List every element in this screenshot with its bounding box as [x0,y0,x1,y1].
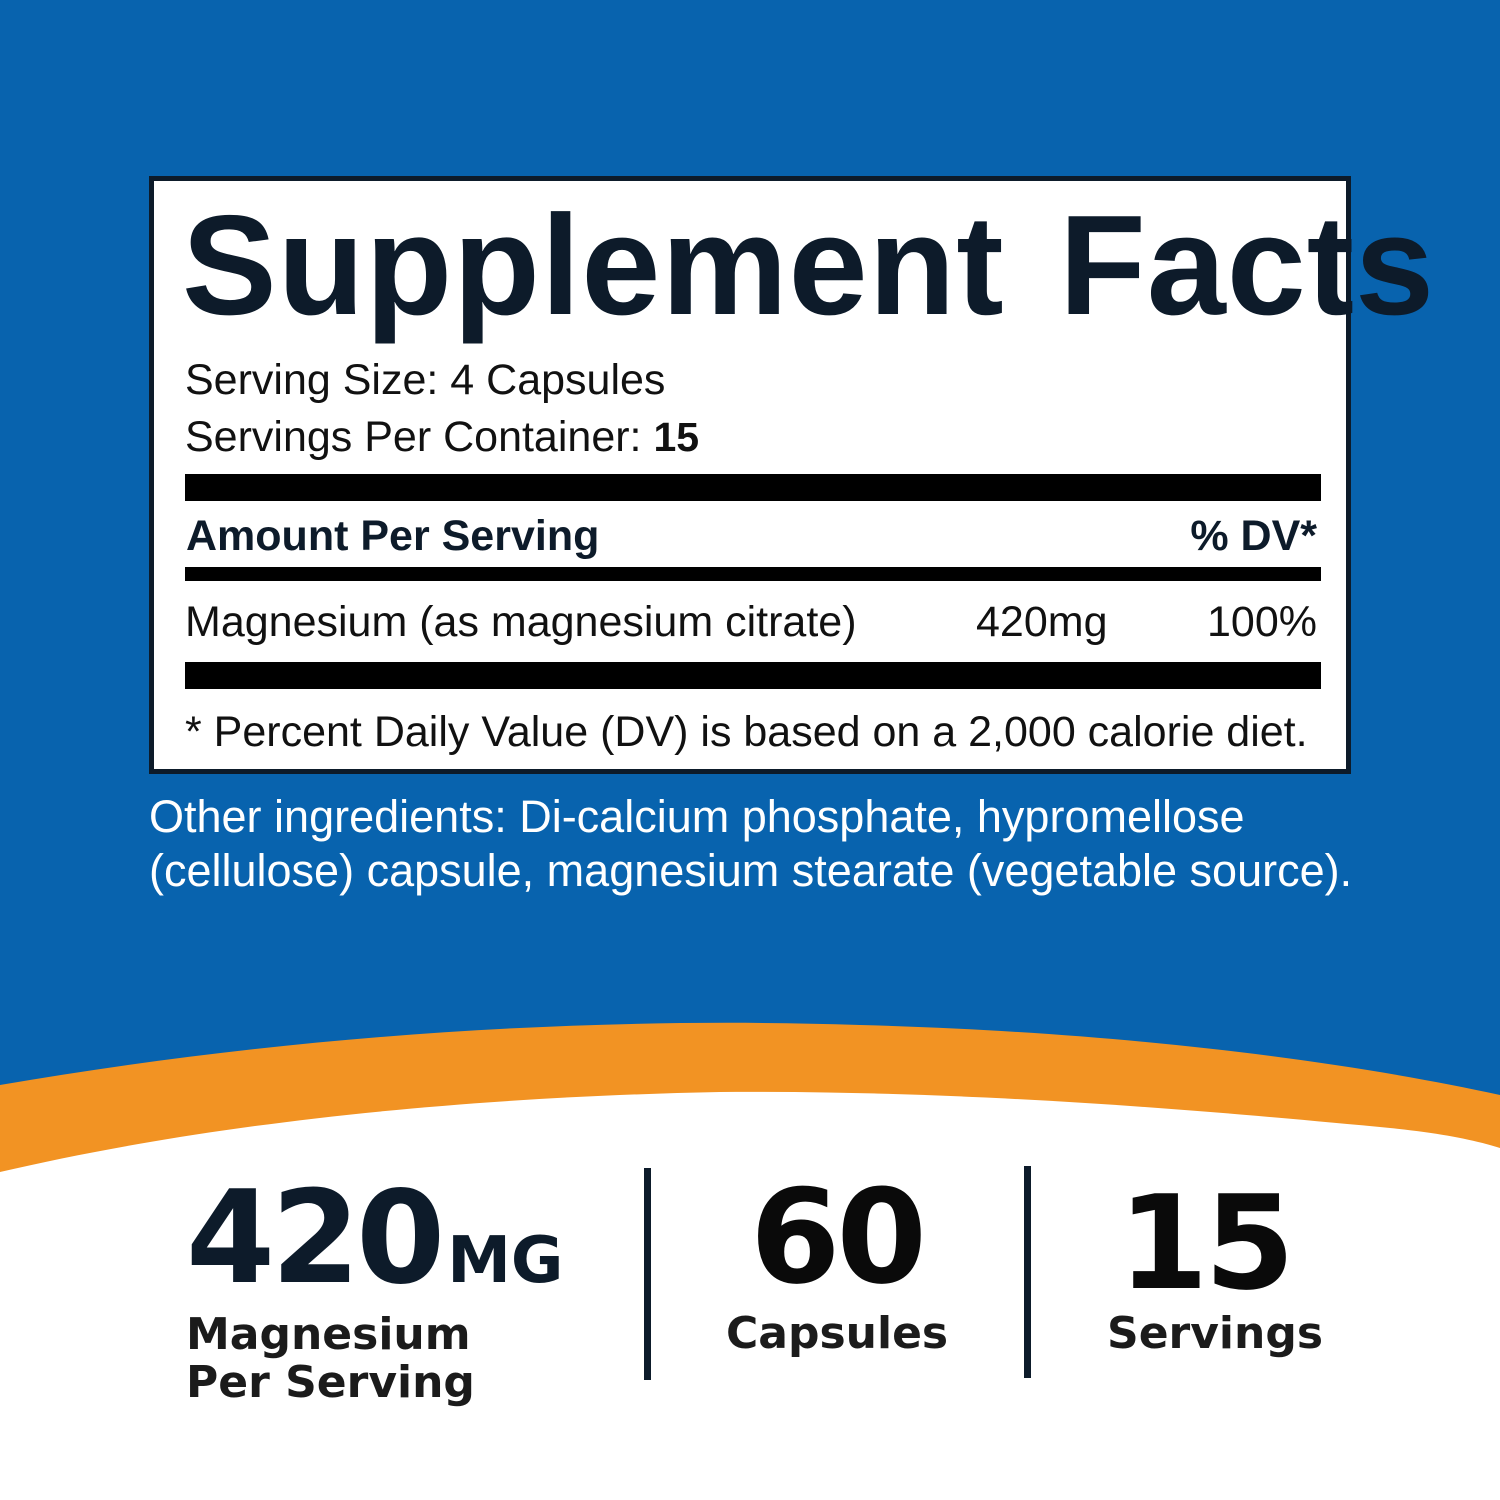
stat-divider [644,1168,651,1380]
nutrient-daily-value: 100% [1207,598,1317,646]
stat-servings-label: Servings [1107,1308,1324,1359]
stat-dose-unit: MG [447,1224,564,1298]
stat-dose-label-line: Per Serving [186,1357,475,1408]
other-ingredients-line: (cellulose) capsule, magnesium stearate … [149,845,1353,896]
other-ingredients: Other ingredients: Di-calcium phosphate,… [149,790,1369,898]
amount-per-serving-header: Amount Per Serving [186,512,600,560]
servings-per-container: Servings Per Container: 15 [185,413,699,461]
stat-capsules-label: Capsules [726,1308,949,1359]
serving-size: Serving Size: 4 Capsules [185,356,666,404]
divider-thick [185,474,1321,501]
daily-value-header: % DV* [1190,512,1317,560]
stat-servings-value: 15 [1118,1167,1295,1319]
facts-title: Supplement Facts [182,186,1436,345]
other-ingredients-line: Other ingredients: Di-calcium phosphate,… [149,791,1245,842]
stat-dose-number: 420 [186,1164,445,1313]
divider-thick [185,662,1321,689]
stat-capsules-value: 60 [750,1161,927,1313]
nutrient-amount: 420mg [976,598,1108,646]
supplement-facts-panel: Supplement Facts Serving Size: 4 Capsule… [149,176,1434,774]
servings-per-container-label: Servings Per Container: [185,413,654,461]
stat-divider [1024,1166,1031,1378]
nutrient-name: Magnesium (as magnesium citrate) [185,598,857,646]
servings-per-container-value: 15 [653,414,700,460]
stat-dose-label: Magnesium Per Serving [186,1311,475,1407]
stat-dose-label-line: Magnesium [186,1309,471,1360]
daily-value-footnote: * Percent Daily Value (DV) is based on a… [185,708,1308,756]
white-bottom-area [0,1091,1500,1500]
divider-medium [185,567,1321,581]
stat-dose-value: 420MG [186,1175,563,1325]
